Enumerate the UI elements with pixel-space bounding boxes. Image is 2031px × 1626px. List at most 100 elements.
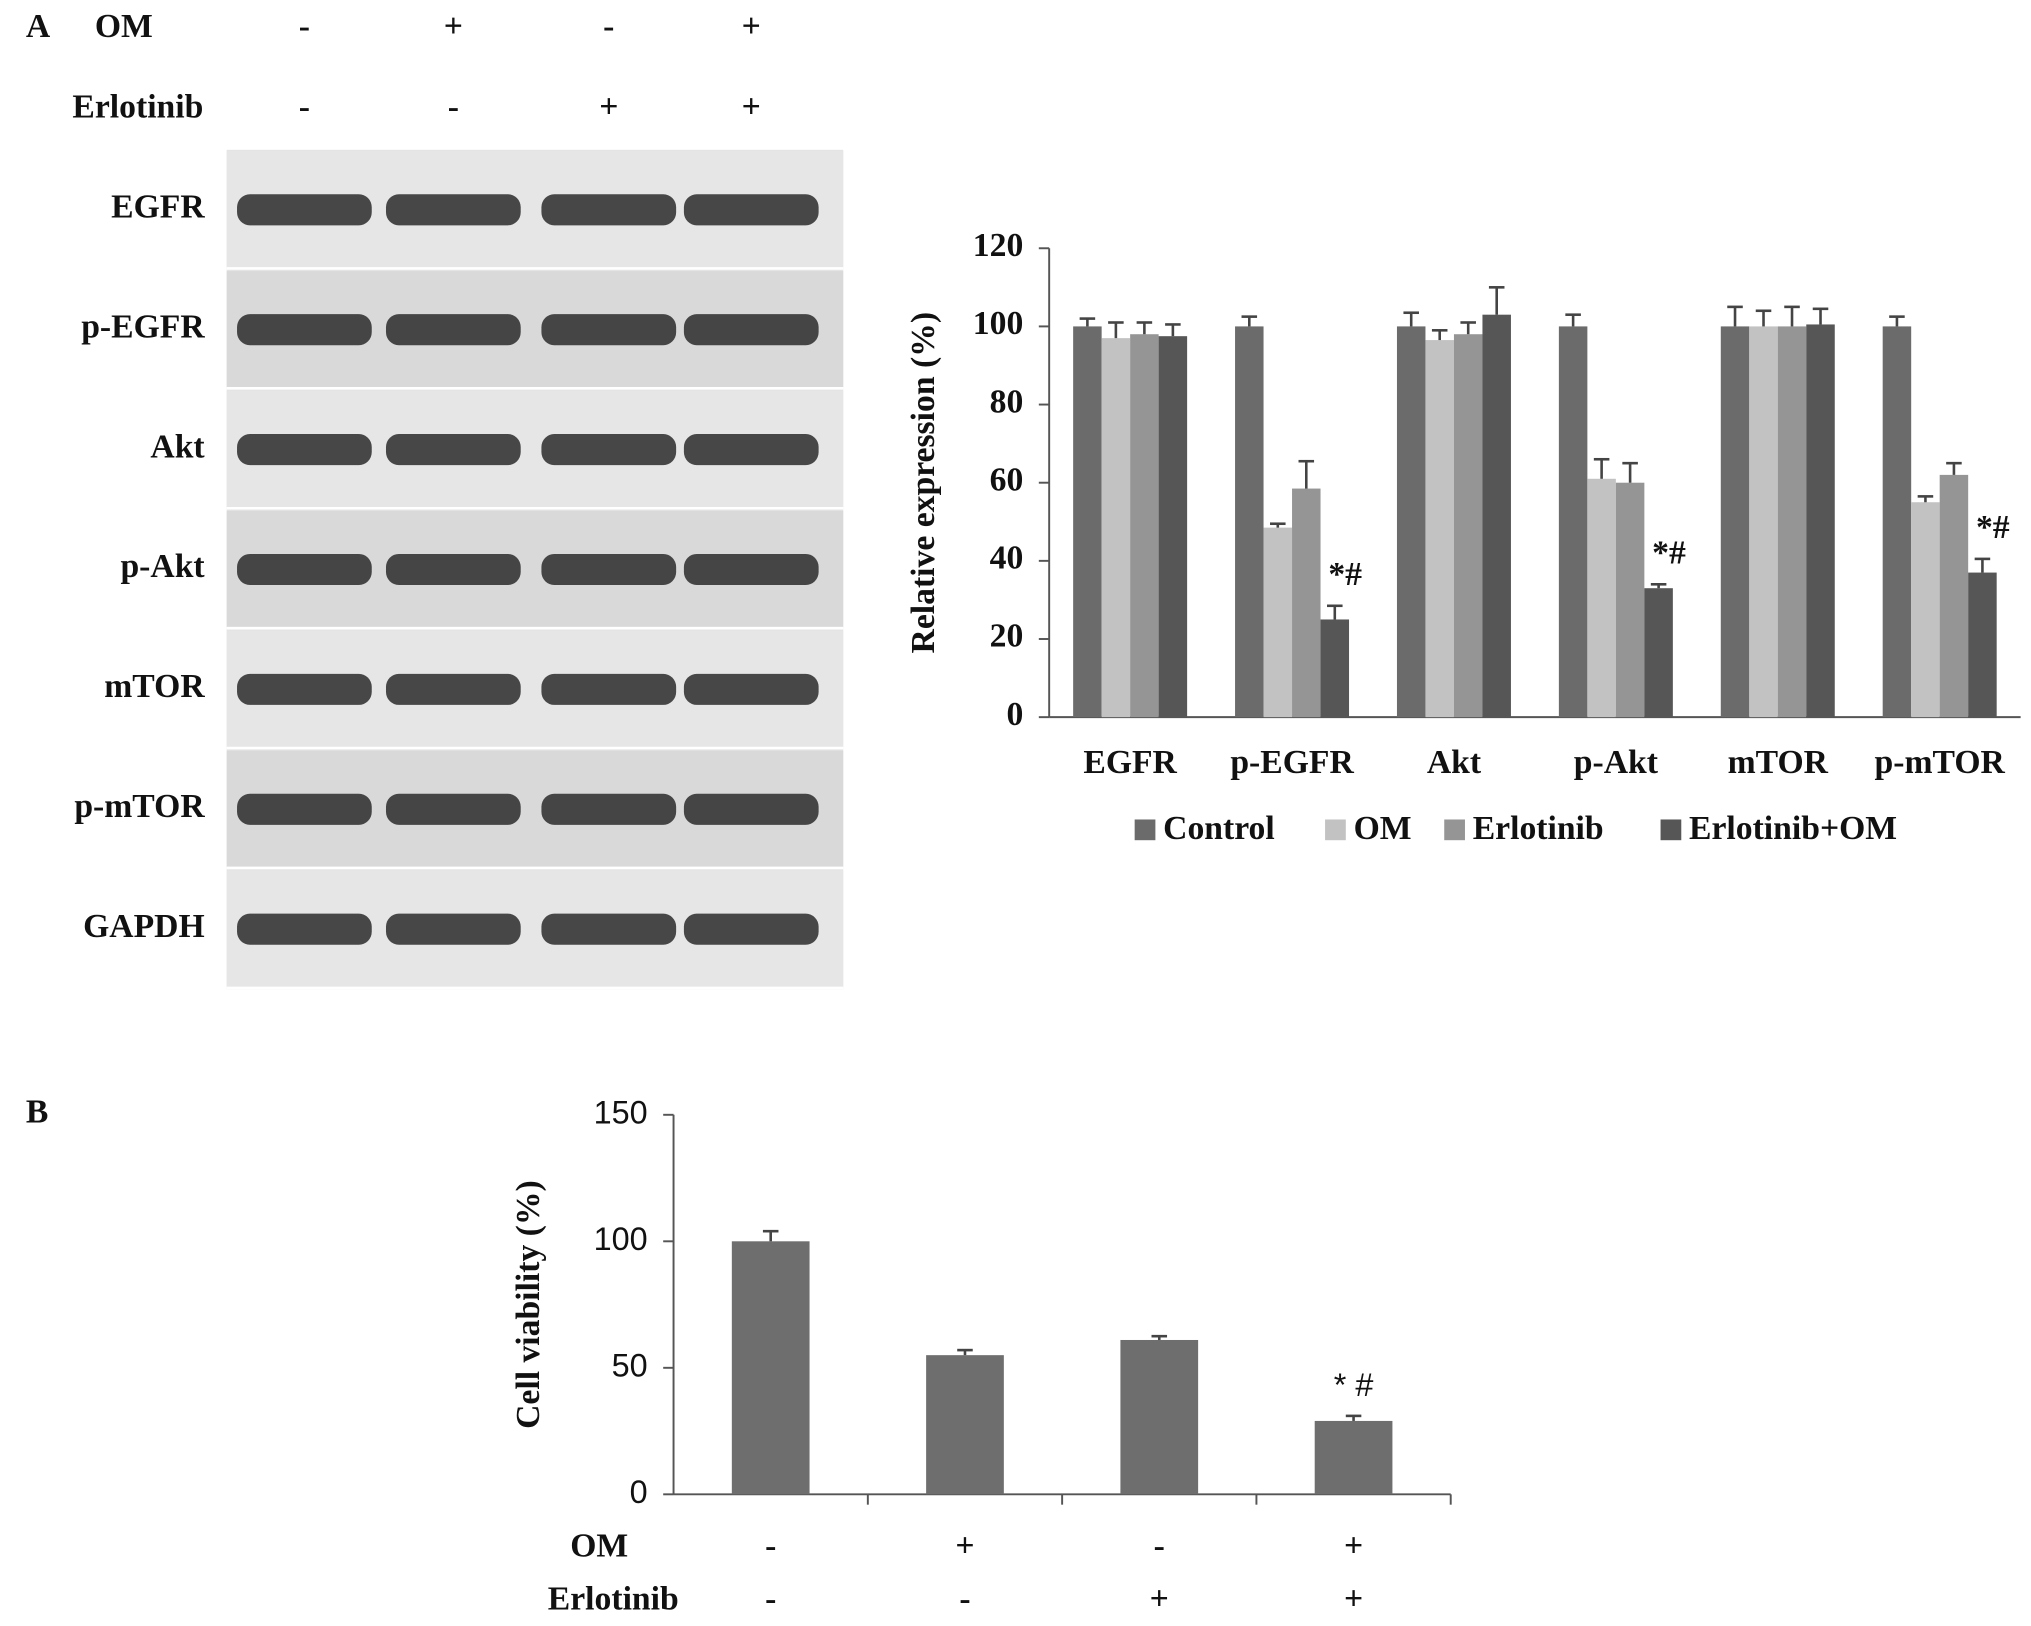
x-tick-label: p-mTOR <box>1875 744 2006 781</box>
bar <box>1263 527 1293 718</box>
treatment-sign: - <box>299 8 310 45</box>
bar <box>1101 338 1131 718</box>
blot-band <box>237 673 372 705</box>
bar <box>1425 340 1454 718</box>
blot-band <box>683 194 819 226</box>
bar <box>1968 572 1997 718</box>
y-tick-label: 0 <box>1006 696 1023 733</box>
legend-swatch <box>1444 819 1465 841</box>
condition-sign: + <box>1344 1581 1363 1618</box>
significance: * # <box>1334 1367 1374 1403</box>
y-tick-label: 40 <box>990 540 1024 577</box>
condition-label: OM <box>570 1527 628 1564</box>
blot-band <box>683 553 819 586</box>
y-tick-label: 60 <box>990 461 1024 498</box>
blot-band <box>237 793 372 825</box>
blot-band <box>385 913 521 945</box>
y-axis-label: Cell viability (%) <box>510 1180 547 1429</box>
bar <box>1453 334 1483 718</box>
blot-band <box>541 913 677 945</box>
blot-band <box>237 194 372 226</box>
blot-row-label: Akt <box>150 428 205 465</box>
legend-label: Erlotinib+OM <box>1689 810 1897 847</box>
panel-label: A <box>26 8 51 45</box>
legend-label: Erlotinib <box>1473 810 1604 847</box>
condition-label: Erlotinib <box>548 1581 679 1618</box>
blot-band <box>541 194 677 226</box>
blot-row-label: mTOR <box>104 668 205 705</box>
bar <box>1939 474 1969 718</box>
bar <box>1911 502 1940 718</box>
blot-band <box>541 434 677 466</box>
treatment-sign: - <box>299 88 310 125</box>
blot-band <box>385 194 521 226</box>
y-tick-label: 50 <box>612 1347 648 1383</box>
blot-row-label: p-Akt <box>120 548 205 585</box>
x-tick-label: Akt <box>1427 744 1482 781</box>
bar <box>1292 488 1321 718</box>
x-tick-label: EGFR <box>1083 744 1177 781</box>
treatment-sign: - <box>603 8 614 45</box>
blot-band <box>385 553 521 586</box>
x-tick-label: p-EGFR <box>1230 744 1354 781</box>
blot-band <box>541 673 677 705</box>
blot-band <box>237 553 372 586</box>
y-tick-label: 150 <box>594 1094 648 1130</box>
bar <box>1235 326 1264 718</box>
bar <box>1615 482 1645 718</box>
bar <box>1777 326 1807 718</box>
condition-sign: - <box>1154 1527 1165 1564</box>
condition-sign: + <box>955 1527 974 1564</box>
bar <box>1720 326 1750 718</box>
blot-row-label: p-mTOR <box>74 788 205 825</box>
blot-band <box>683 793 819 825</box>
blot-band <box>541 793 677 825</box>
bar <box>1073 326 1102 718</box>
y-tick-label: 0 <box>630 1474 648 1510</box>
y-tick-label: 20 <box>990 618 1024 655</box>
blot-band <box>385 673 521 705</box>
condition-sign: + <box>1344 1527 1363 1564</box>
bar <box>1320 619 1350 718</box>
blot-band <box>541 314 677 346</box>
significance: *# <box>1652 535 1686 572</box>
significance: *# <box>1976 509 2010 546</box>
x-tick-label: mTOR <box>1728 744 1829 781</box>
legend-label: OM <box>1354 810 1412 847</box>
bar <box>1158 336 1188 718</box>
treatment-sign: - <box>448 88 459 125</box>
x-tick-label: p-Akt <box>1574 744 1659 781</box>
condition-sign: - <box>765 1581 776 1618</box>
legend-swatch <box>1325 819 1346 841</box>
bar <box>1806 324 1835 718</box>
condition-sign: + <box>1150 1581 1169 1618</box>
condition-sign: - <box>765 1527 776 1564</box>
legend-swatch <box>1134 819 1156 841</box>
blot-band <box>237 434 372 466</box>
bar <box>1587 478 1616 718</box>
significance: *# <box>1328 556 1362 593</box>
bar <box>1130 334 1159 718</box>
bar <box>1749 326 1778 718</box>
blot-band <box>683 673 819 705</box>
y-axis-label: Relative expression (%) <box>905 312 942 653</box>
blot-band <box>541 553 677 586</box>
blot-row-label: p-EGFR <box>81 308 205 345</box>
bar <box>1644 588 1673 718</box>
bar <box>1314 1420 1393 1495</box>
treatment-sign: + <box>742 8 761 45</box>
blot-band <box>237 314 372 346</box>
blot-band <box>385 434 521 466</box>
bar <box>1558 326 1588 718</box>
y-tick-label: 80 <box>990 383 1024 420</box>
treatment-label: Erlotinib <box>72 88 203 125</box>
treatment-label: OM <box>95 8 153 45</box>
bar <box>1882 326 1912 718</box>
bar <box>731 1241 810 1495</box>
blot-band <box>385 314 521 346</box>
blot-band <box>385 793 521 825</box>
y-tick-label: 100 <box>973 305 1023 342</box>
bar <box>926 1355 1004 1495</box>
